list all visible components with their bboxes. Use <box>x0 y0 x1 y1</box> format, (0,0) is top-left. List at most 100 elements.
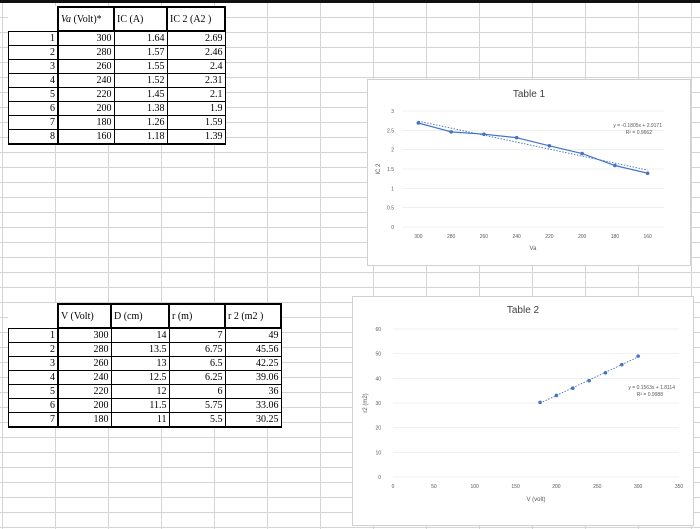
table-cell[interactable]: 49 <box>224 327 282 343</box>
table-cell[interactable]: 1.39 <box>166 129 226 145</box>
x-tick-label: 160 <box>643 234 652 240</box>
row-index-cell[interactable]: 6 <box>8 101 59 116</box>
row-index-header <box>9 7 59 31</box>
table-cell[interactable]: 300 <box>57 30 115 46</box>
table-cell[interactable]: 200 <box>57 101 115 116</box>
row-index-cell[interactable]: 6 <box>8 398 59 413</box>
table-cell[interactable]: 280 <box>57 45 115 60</box>
row-index-cell[interactable]: 4 <box>8 73 59 88</box>
table-cell[interactable]: 2.31 <box>166 73 226 88</box>
table-cell[interactable]: 12.5 <box>110 370 170 385</box>
data-point <box>416 121 421 125</box>
x-tick-label: 200 <box>578 234 587 240</box>
table-cell[interactable]: 160 <box>57 129 115 145</box>
table-cell[interactable]: 180 <box>57 115 115 130</box>
table-cell[interactable]: 1.45 <box>113 87 168 102</box>
row-index-cell[interactable]: 3 <box>8 356 59 371</box>
chart-title: Table 2 <box>506 305 540 316</box>
table-cell[interactable]: 7 <box>168 327 226 343</box>
row-index-cell[interactable]: 1 <box>8 327 59 343</box>
row-index-cell[interactable]: 5 <box>8 384 59 399</box>
table-cell[interactable]: 2.4 <box>166 59 226 74</box>
row-index-cell[interactable]: 2 <box>8 45 59 60</box>
table-row: 4 240 12.5 6.25 39.06 <box>8 370 282 385</box>
table-cell[interactable]: 280 <box>57 342 112 357</box>
va-header[interactable]: Va (Volt)* <box>57 6 115 32</box>
table-cell[interactable]: 6.75 <box>168 342 226 357</box>
table-cell[interactable]: 1.38 <box>113 101 168 116</box>
table-cell[interactable]: 200 <box>57 398 112 413</box>
row-index-cell[interactable]: 8 <box>8 129 59 145</box>
trendline-r2: R² = 0.9662 <box>626 130 652 136</box>
table-cell[interactable]: 6.5 <box>168 356 226 371</box>
row-index-cell[interactable]: 7 <box>8 115 59 130</box>
row-index-cell[interactable]: 3 <box>8 59 59 74</box>
trendline-r2: R² = 0.9988 <box>637 392 663 398</box>
table-cell[interactable]: 260 <box>57 59 115 74</box>
row-index-cell[interactable]: 7 <box>8 412 59 428</box>
y-tick-label: 20 <box>375 426 381 432</box>
d-header[interactable]: D (cm) <box>110 303 170 329</box>
table-cell[interactable]: 6.25 <box>168 370 226 385</box>
table-row: 3 260 1.55 2.4 <box>8 59 226 74</box>
row-index-cell[interactable]: 2 <box>8 342 59 357</box>
data-point <box>636 354 640 358</box>
table-cell[interactable]: 42.25 <box>224 356 282 371</box>
row-index-cell[interactable]: 5 <box>8 87 59 102</box>
table-cell[interactable]: 11.5 <box>110 398 170 413</box>
table-cell[interactable]: 13.5 <box>110 342 170 357</box>
x-tick-label: 350 <box>675 484 684 490</box>
table-cell[interactable]: 2.46 <box>166 45 226 60</box>
row-index-cell[interactable]: 1 <box>8 30 59 46</box>
ic-header[interactable]: IC (A) <box>113 6 168 32</box>
table-cell[interactable]: 240 <box>57 370 112 385</box>
table-cell[interactable]: 1.64 <box>113 30 168 46</box>
table-cell[interactable]: 6 <box>168 384 226 399</box>
x-tick-label: 300 <box>414 234 423 240</box>
table-cell[interactable]: 45.56 <box>224 342 282 357</box>
r2-header[interactable]: r 2 (m2 ) <box>224 303 282 329</box>
y-tick-label: 2 <box>391 148 394 154</box>
table-cell[interactable]: 180 <box>57 412 112 428</box>
table-cell[interactable]: 300 <box>57 327 112 343</box>
table-cell[interactable]: 39.06 <box>224 370 282 385</box>
v-header[interactable]: V (Volt) <box>57 303 112 329</box>
table-cell[interactable]: 36 <box>224 384 282 399</box>
table-cell[interactable]: 5.75 <box>168 398 226 413</box>
table-cell[interactable]: 13 <box>110 356 170 371</box>
table-cell[interactable]: 12 <box>110 384 170 399</box>
chart-1-plot: 0 0.5 1 1.5 2 2.5 3 300 280 260 240 220 200 180 160 Va I… <box>376 109 664 252</box>
table-cell[interactable]: 220 <box>57 384 112 399</box>
chart-table-2[interactable]: Table 2 0 10 20 30 40 50 60 0 50 100 150 200 250 300 3… <box>352 296 694 526</box>
row-index-header <box>9 304 59 328</box>
ic2-header[interactable]: IC 2 (A2 ) <box>166 6 226 32</box>
table-cell[interactable]: 2.69 <box>166 30 226 46</box>
x-tick-label: 250 <box>593 484 602 490</box>
table-cell[interactable]: 14 <box>110 327 170 343</box>
x-tick-label: 100 <box>471 484 480 490</box>
y-tick-label: 50 <box>375 352 381 358</box>
table-cell[interactable]: 1.55 <box>113 59 168 74</box>
table-cell[interactable]: 260 <box>57 356 112 371</box>
table-row: 7 180 1.26 1.59 <box>8 115 226 130</box>
table-cell[interactable]: 30.25 <box>224 412 282 428</box>
data-point <box>554 393 559 398</box>
x-tick-label: 300 <box>634 484 643 490</box>
table-cell[interactable]: 11 <box>110 412 170 428</box>
table-cell[interactable]: 1.18 <box>113 129 168 145</box>
table-cell[interactable]: 1.26 <box>113 115 168 130</box>
table-cell[interactable]: 1.57 <box>113 45 168 60</box>
table-cell[interactable]: 1.52 <box>113 73 168 88</box>
table-cell[interactable]: 1.59 <box>166 115 226 130</box>
chart-table-1[interactable]: Table 1 0 0.5 1 1.5 2 2.5 3 300 280 260 240 220 200 1… <box>367 79 691 266</box>
table-cell[interactable]: 1.9 <box>166 101 226 116</box>
table-cell[interactable]: 33.06 <box>224 398 282 413</box>
table-cell[interactable]: 5.5 <box>168 412 226 428</box>
table-cell[interactable]: 220 <box>57 87 115 102</box>
y-axis-label: r2 (m2) <box>363 393 369 412</box>
table-cell[interactable]: 240 <box>57 73 115 88</box>
table-cell[interactable]: 2.1 <box>166 87 226 102</box>
row-index-cell[interactable]: 4 <box>8 370 59 385</box>
r-header[interactable]: r (m) <box>168 303 226 329</box>
y-tick-label: 0.5 <box>387 206 394 212</box>
